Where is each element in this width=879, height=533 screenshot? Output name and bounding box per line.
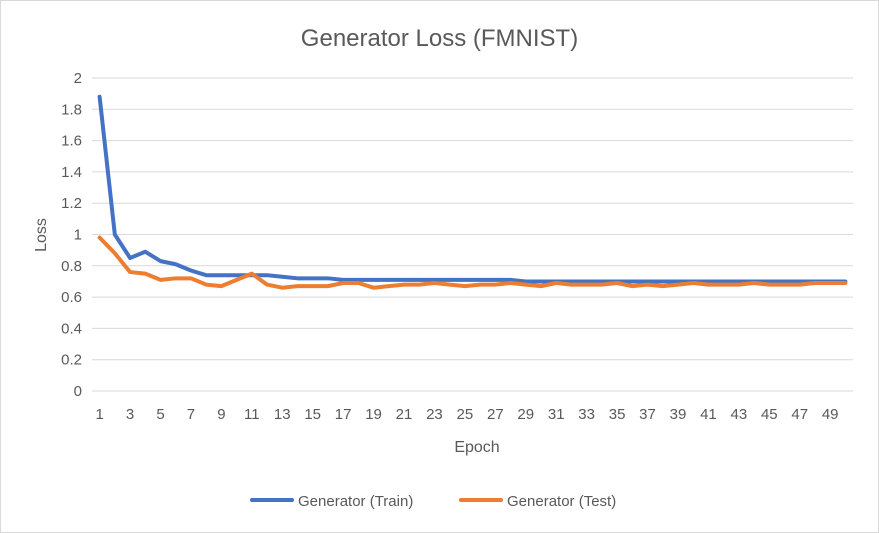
series-line-test bbox=[97, 235, 848, 290]
x-tick-label: 43 bbox=[731, 406, 748, 423]
x-tick-label: 9 bbox=[217, 406, 225, 423]
x-tick-label: 47 bbox=[791, 406, 808, 423]
legend-label: Generator (Train) bbox=[298, 493, 413, 510]
y-axis-ticks: 0 0.2 0.4 0.6 0.8 1 1.2 1.4 1.6 1.8 2 bbox=[61, 70, 82, 400]
x-tick-label: 5 bbox=[156, 406, 164, 423]
x-tick-label: 25 bbox=[457, 406, 474, 423]
x-tick-label: 7 bbox=[187, 406, 195, 423]
x-tick-label: 31 bbox=[548, 406, 565, 423]
y-tick-label: 1.8 bbox=[61, 101, 82, 118]
y-tick-label: 1 bbox=[74, 227, 82, 244]
y-tick-label: 0.2 bbox=[61, 352, 82, 369]
x-tick-label: 19 bbox=[365, 406, 382, 423]
x-tick-label: 45 bbox=[761, 406, 778, 423]
chart-title: Generator Loss (FMNIST) bbox=[301, 25, 578, 52]
x-tick-label: 37 bbox=[639, 406, 656, 423]
x-tick-label: 41 bbox=[700, 406, 717, 423]
legend: Generator (Train) Generator (Test) bbox=[250, 493, 616, 510]
y-tick-label: 0.4 bbox=[61, 320, 82, 337]
y-tick-label: 1.2 bbox=[61, 195, 82, 212]
x-tick-label: 35 bbox=[609, 406, 626, 423]
y-tick-label: 0.6 bbox=[61, 289, 82, 306]
x-tick-label: 13 bbox=[274, 406, 291, 423]
series-line-train bbox=[97, 94, 848, 284]
y-tick-label: 0.8 bbox=[61, 258, 82, 275]
x-tick-label: 27 bbox=[487, 406, 504, 423]
x-tick-label: 49 bbox=[822, 406, 839, 423]
x-tick-label: 11 bbox=[244, 406, 260, 423]
x-tick-label: 39 bbox=[670, 406, 687, 423]
x-tick-label: 17 bbox=[335, 406, 352, 423]
gridlines bbox=[92, 77, 853, 361]
x-axis-ticks: 1 3 5 7 9 11 13 15 17 19 21 23 25 27 29 31 33 35 37 39 41 43 4… bbox=[95, 406, 838, 423]
x-tick-label: 33 bbox=[578, 406, 595, 423]
legend-label: Generator (Test) bbox=[507, 493, 616, 510]
y-tick-label: 0 bbox=[74, 383, 82, 400]
x-tick-label: 21 bbox=[396, 406, 413, 423]
y-tick-label: 2 bbox=[74, 70, 82, 87]
x-tick-label: 23 bbox=[426, 406, 443, 423]
x-tick-label: 3 bbox=[126, 406, 134, 423]
y-tick-label: 1.6 bbox=[61, 133, 82, 150]
x-tick-label: 29 bbox=[517, 406, 534, 423]
series-lines bbox=[97, 94, 848, 290]
x-axis-label: Epoch bbox=[454, 439, 499, 456]
y-tick-label: 1.4 bbox=[61, 164, 82, 181]
x-tick-label: 1 bbox=[95, 406, 103, 423]
x-tick-label: 15 bbox=[304, 406, 321, 423]
y-axis-label: Loss bbox=[33, 218, 50, 252]
